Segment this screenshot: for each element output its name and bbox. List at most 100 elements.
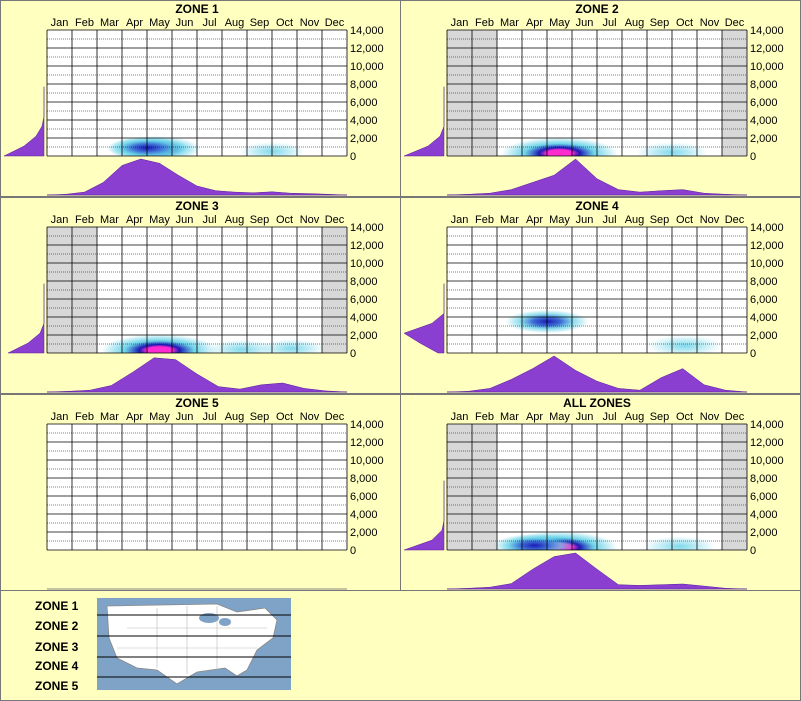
month-tick-label: Feb: [75, 17, 94, 29]
month-tick-label: May: [549, 411, 570, 423]
month-tick-label: Dec: [725, 214, 745, 226]
zone-chart-panel: ZONE 4 Jan Feb Mar Apr May Jun Jul Aug Sep Oct Nov D…: [400, 197, 801, 394]
month-tick-label: Nov: [700, 17, 720, 29]
month-tick-label: Jan: [451, 17, 469, 29]
elevation-tick-label: 2,000: [750, 133, 778, 145]
month-tick-label: Jun: [576, 411, 594, 423]
month-tick-label: Apr: [526, 411, 543, 423]
month-tick-label: May: [549, 17, 570, 29]
legend-zone-2: ZONE 2: [35, 619, 79, 633]
elevation-tick-label: 6,000: [750, 294, 778, 306]
elevation-tick-label: 6,000: [350, 97, 378, 109]
legend-zone-3: ZONE 3: [35, 640, 79, 654]
month-tick-label: Feb: [75, 214, 94, 226]
month-tick-label: Oct: [676, 214, 693, 226]
month-tick-label: Jul: [202, 411, 216, 423]
month-tick-label: Apr: [126, 214, 143, 226]
elevation-tick-label: 6,000: [750, 97, 778, 109]
elevation-tick-label: 4,000: [750, 312, 778, 324]
elevation-tick-label: 4,000: [750, 509, 778, 521]
elevation-tick-label: 14,000: [350, 419, 384, 431]
elevation-tick-label: 0: [350, 151, 356, 163]
month-tick-label: Dec: [325, 17, 345, 29]
legend-zone-1: ZONE 1: [35, 599, 79, 613]
month-tick-label: Jun: [576, 17, 594, 29]
chart-title: ALL ZONES: [563, 396, 631, 410]
month-tick-label: Mar: [100, 17, 119, 29]
month-tick-label: Jun: [576, 214, 594, 226]
month-tick-label: Jun: [176, 17, 194, 29]
elevation-tick-label: 4,000: [350, 312, 378, 324]
elevation-density-curve: [403, 86, 445, 157]
elevation-tick-label: 14,000: [750, 419, 784, 431]
month-tick-label: Jan: [51, 214, 69, 226]
heat-spot: [647, 335, 722, 357]
month-tick-label: Oct: [276, 411, 293, 423]
zone-chart-svg: ALL ZONES Jan Feb Mar Apr May Jun Jul Aug Sep Oct N…: [403, 396, 784, 590]
month-tick-label: Jul: [602, 17, 616, 29]
month-tick-label: Jan: [451, 214, 469, 226]
elevation-tick-label: 10,000: [350, 258, 384, 270]
elevation-tick-label: 4,000: [350, 509, 378, 521]
zone-chart-svg: ZONE 3 Jan Feb Mar Apr May Jun Jul Aug Sep Oct Nov D…: [7, 199, 384, 393]
elevation-tick-label: 2,000: [350, 330, 378, 342]
monthly-density-curve: [46, 158, 348, 196]
elevation-tick-label: 8,000: [350, 276, 378, 288]
zone-chart-svg: ZONE 4 Jan Feb Mar Apr May Jun Jul Aug Sep Oct Nov D…: [403, 199, 784, 393]
elevation-tick-label: 14,000: [350, 222, 384, 234]
month-tick-label: Feb: [475, 214, 494, 226]
month-tick-label: Sep: [650, 214, 670, 226]
elevation-tick-label: 14,000: [350, 25, 384, 37]
month-tick-label: Dec: [325, 411, 345, 423]
chart-title: ZONE 1: [175, 2, 219, 16]
elevation-tick-label: 6,000: [350, 491, 378, 503]
month-tick-label: Jul: [602, 411, 616, 423]
month-tick-label: Jul: [202, 214, 216, 226]
zone-chart-panel: ALL ZONES Jan Feb Mar Apr May Jun Jul Aug Sep Oct N…: [400, 394, 801, 591]
month-tick-label: Sep: [650, 17, 670, 29]
month-tick-label: Nov: [700, 411, 720, 423]
elevation-density-curve: [7, 283, 45, 354]
elevation-tick-label: 8,000: [350, 79, 378, 91]
legend-zone-4: ZONE 4: [35, 659, 79, 673]
elevation-tick-label: 4,000: [350, 115, 378, 127]
monthly-density-curve: [446, 355, 748, 393]
month-tick-label: May: [549, 214, 570, 226]
month-tick-label: Oct: [276, 17, 293, 29]
chart-title: ZONE 3: [175, 199, 219, 213]
month-tick-label: Aug: [225, 17, 245, 29]
month-tick-label: Aug: [625, 17, 645, 29]
month-tick-label: Apr: [126, 411, 143, 423]
month-tick-label: Jun: [176, 214, 194, 226]
zone-legend: ZONE 1 ZONE 2 ZONE 3 ZONE 4 ZONE 5: [0, 590, 801, 701]
elevation-tick-label: 4,000: [750, 115, 778, 127]
month-tick-label: Dec: [325, 214, 345, 226]
month-tick-label: Jul: [602, 214, 616, 226]
month-tick-label: Mar: [500, 411, 519, 423]
elevation-tick-label: 10,000: [750, 455, 784, 467]
elevation-tick-label: 6,000: [350, 294, 378, 306]
elevation-tick-label: 8,000: [750, 79, 778, 91]
zone-chart-svg: ZONE 1 Jan Feb Mar Apr May Jun Jul Aug Sep Oct Nov D…: [3, 2, 384, 196]
month-tick-label: Jun: [176, 411, 194, 423]
month-tick-label: Aug: [625, 214, 645, 226]
month-tick-label: Oct: [276, 214, 293, 226]
month-tick-label: Feb: [475, 411, 494, 423]
month-tick-label: Nov: [300, 411, 320, 423]
month-tick-label: May: [149, 214, 170, 226]
chart-title: ZONE 5: [175, 396, 219, 410]
month-tick-label: Sep: [250, 17, 270, 29]
month-tick-label: Sep: [250, 411, 270, 423]
elevation-tick-label: 0: [750, 348, 756, 360]
month-tick-label: Jul: [202, 17, 216, 29]
monthly-density-curve: [46, 357, 348, 393]
month-tick-label: May: [149, 17, 170, 29]
month-tick-label: Apr: [526, 214, 543, 226]
month-tick-label: Jan: [51, 411, 69, 423]
inactive-month-shade: [322, 227, 347, 353]
elevation-tick-label: 10,000: [350, 61, 384, 73]
inactive-month-shade: [722, 424, 747, 550]
elevation-tick-label: 6,000: [750, 491, 778, 503]
month-tick-label: Sep: [650, 411, 670, 423]
elevation-tick-label: 0: [350, 348, 356, 360]
